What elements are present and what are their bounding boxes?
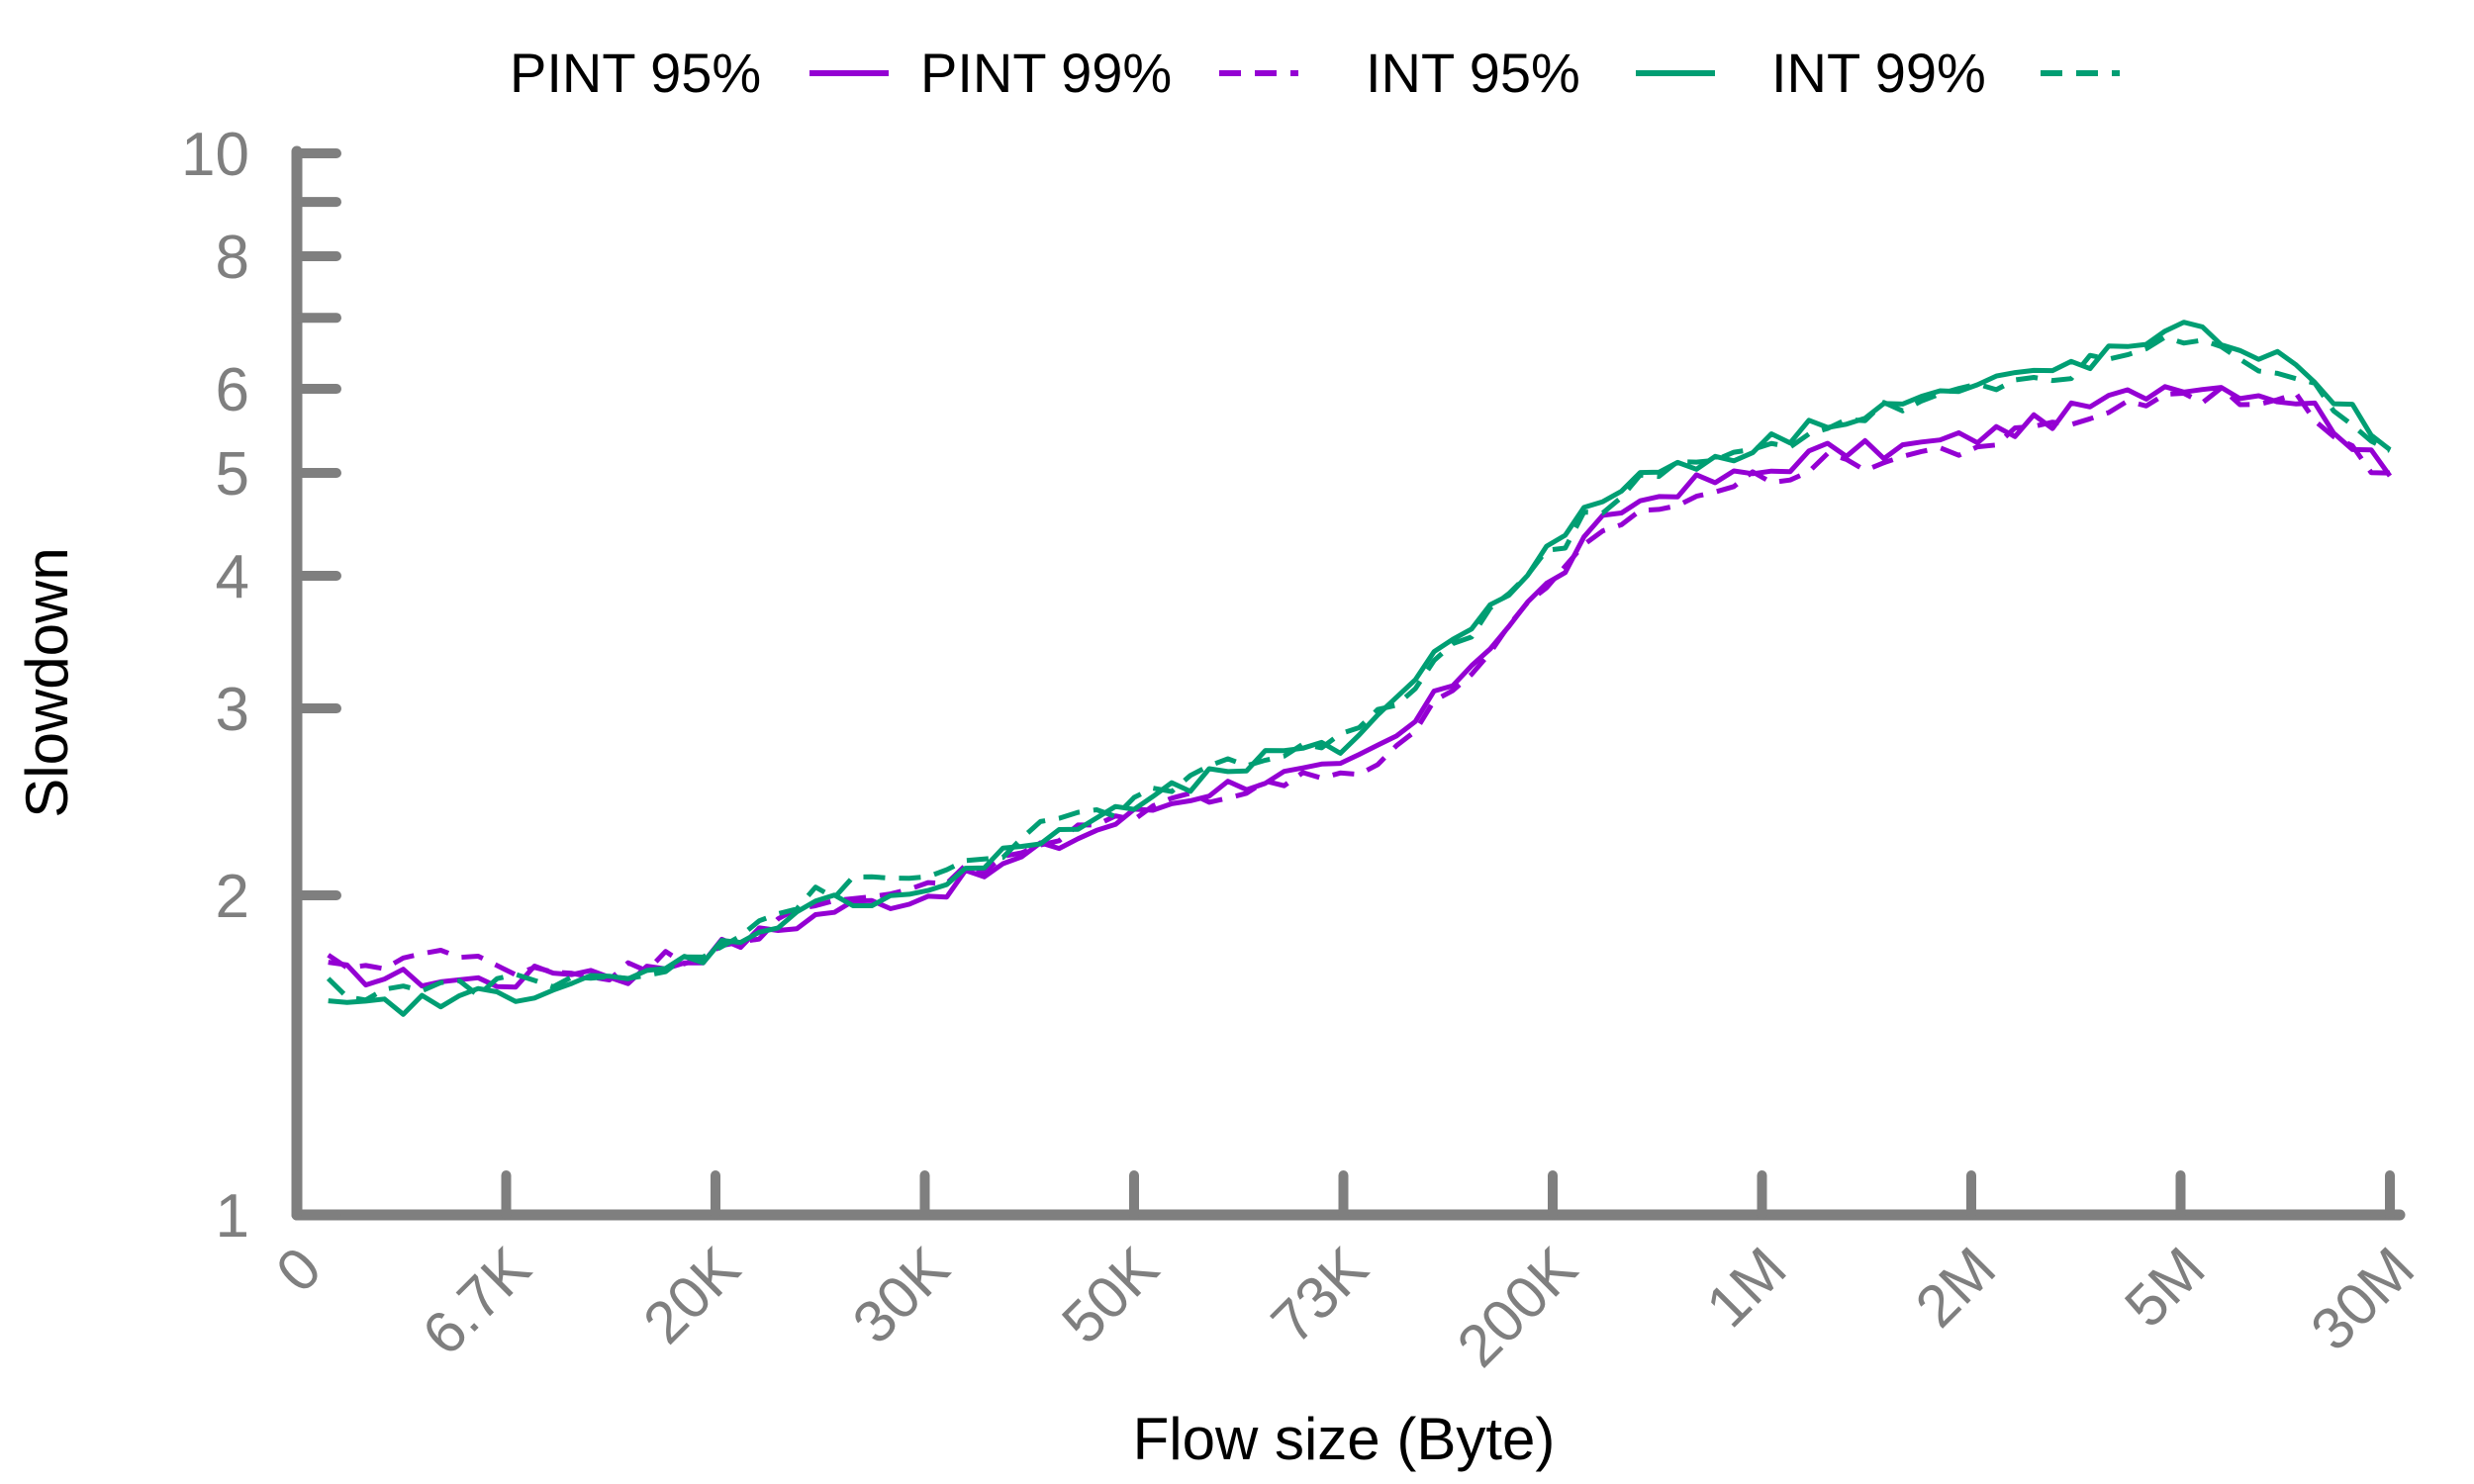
x-tick-label: 2M xyxy=(1903,1235,2008,1340)
legend-label-int-99: INT 99% xyxy=(1771,42,1986,104)
x-tick-label: 50K xyxy=(1049,1235,1171,1356)
x-tick-label: 200K xyxy=(1445,1235,1589,1379)
y-tick-label: 3 xyxy=(216,676,249,744)
y-tick-label: 5 xyxy=(216,440,249,509)
x-axis-title: Flow size (Byte) xyxy=(1133,1406,1556,1472)
y-tick-label: 8 xyxy=(216,224,249,292)
legend-label-pint-95: PINT 95% xyxy=(510,42,761,104)
series-line-pint-95 xyxy=(328,384,2393,990)
legend: PINT 95% PINT 99% INT 95% INT 99% xyxy=(510,42,2120,104)
x-tick-label: 1M xyxy=(1693,1235,1798,1340)
y-tick-label: 2 xyxy=(216,863,249,931)
series-layer xyxy=(326,320,2393,1017)
series-line-int-99 xyxy=(326,334,2392,1003)
x-tick-label: 30K xyxy=(840,1235,962,1356)
x-tick-label: 30M xyxy=(2298,1235,2426,1363)
series-line-pint-99 xyxy=(327,385,2391,982)
y-tick-label: 4 xyxy=(216,543,249,611)
legend-label-int-95: INT 95% xyxy=(1366,42,1580,104)
y-tick-label: 1 xyxy=(216,1182,249,1251)
y-tick-label: 6 xyxy=(216,356,249,424)
x-tick-label: 0 xyxy=(263,1235,333,1305)
x-tick-label: 5M xyxy=(2112,1235,2217,1340)
legend-label-pint-99: PINT 99% xyxy=(920,42,1172,104)
x-tick-label: 20K xyxy=(630,1235,752,1356)
x-tick-label: 6.7K xyxy=(410,1235,543,1368)
y-tick-label: 10 xyxy=(181,121,249,189)
y-axis-title: Slowdown xyxy=(14,547,80,818)
series-line-int-95 xyxy=(328,320,2392,1017)
x-tick-label: 73K xyxy=(1259,1235,1380,1356)
